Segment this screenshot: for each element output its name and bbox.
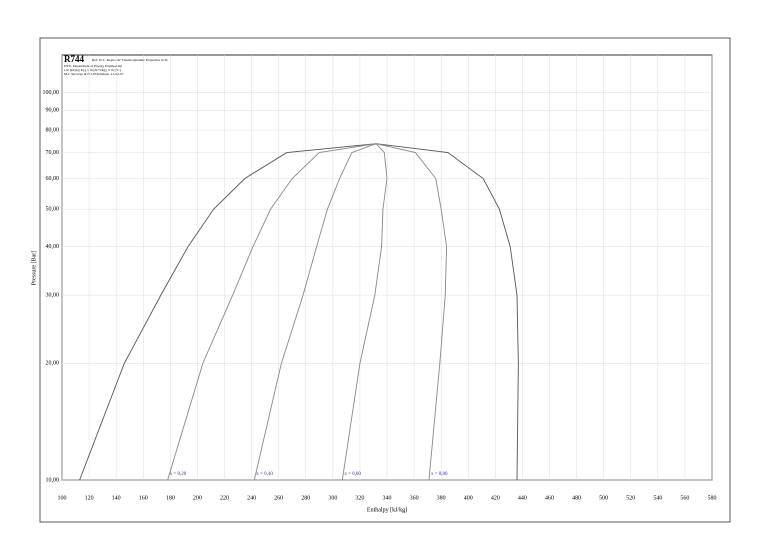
x-tick-label: 480 xyxy=(572,495,581,501)
x-tick-label: 500 xyxy=(599,495,608,501)
x-tick-label: 420 xyxy=(491,495,500,501)
x-tick-label: 320 xyxy=(355,495,364,501)
curve xyxy=(79,143,519,481)
x-tick-label: 260 xyxy=(274,495,283,501)
curve-label: x = 0,80 xyxy=(431,472,448,477)
x-tick-label: 520 xyxy=(626,495,635,501)
y-tick-label: 90,00 xyxy=(46,108,60,114)
subtitle: Ref: W.C. Reynolds: Thermodynamic Proper… xyxy=(92,58,168,62)
x-tick-label: 100 xyxy=(58,495,67,501)
y-tick-label: 30,00 xyxy=(46,293,60,299)
x-tick-label: 540 xyxy=(653,495,662,501)
x-tick-label: 340 xyxy=(383,495,392,501)
curve xyxy=(167,143,377,481)
chart-title: R744 xyxy=(64,54,84,64)
x-tick-label: 220 xyxy=(220,495,229,501)
y-axis-label: Pressure [Bar] xyxy=(31,251,37,286)
x-tick-label: 400 xyxy=(464,495,473,501)
curve xyxy=(376,143,448,481)
x-tick-label: 560 xyxy=(680,495,689,501)
x-tick-label: 240 xyxy=(247,495,256,501)
curve xyxy=(341,143,388,481)
subtitle: DTU, Department of Energy Engineering xyxy=(64,64,122,69)
curve-label: x = 0,40 xyxy=(256,472,273,477)
y-tick-label: 20,00 xyxy=(46,361,60,367)
x-tick-label: 280 xyxy=(301,495,310,501)
y-tick-label: 100,00 xyxy=(43,90,60,96)
y-tick-label: 40,00 xyxy=(46,244,60,250)
y-tick-label: 60,00 xyxy=(46,176,60,182)
x-axis-label: Enthalpy [kJ/kg] xyxy=(367,507,407,513)
subtitle: s in [kJ/(kg K)], v in [m^3/kg], T in [°… xyxy=(64,68,121,73)
x-tick-label: 300 xyxy=(328,495,337,501)
y-tick-label: 50,00 xyxy=(46,207,60,213)
x-tick-label: 360 xyxy=(410,495,419,501)
subtitle: M.J. Skovrup & H.J.H Knudsen. 21-02-07 xyxy=(64,72,124,76)
x-tick-label: 580 xyxy=(708,495,717,501)
x-tick-label: 160 xyxy=(139,495,148,501)
x-tick-label: 180 xyxy=(166,495,175,501)
x-tick-label: 120 xyxy=(85,495,94,501)
y-tick-label: 10,00 xyxy=(46,477,60,483)
curve-label: x = 0,20 xyxy=(170,472,187,477)
curve xyxy=(253,143,377,481)
curve-label: x = 0,60 xyxy=(344,472,361,477)
x-tick-label: 460 xyxy=(545,495,554,501)
x-tick-label: 380 xyxy=(437,495,446,501)
x-tick-label: 140 xyxy=(112,495,121,501)
y-tick-label: 70,00 xyxy=(46,150,60,156)
frame xyxy=(39,37,731,523)
y-tick-label: 80,00 xyxy=(46,127,60,133)
x-tick-label: 440 xyxy=(518,495,527,501)
x-tick-label: 200 xyxy=(193,495,202,501)
